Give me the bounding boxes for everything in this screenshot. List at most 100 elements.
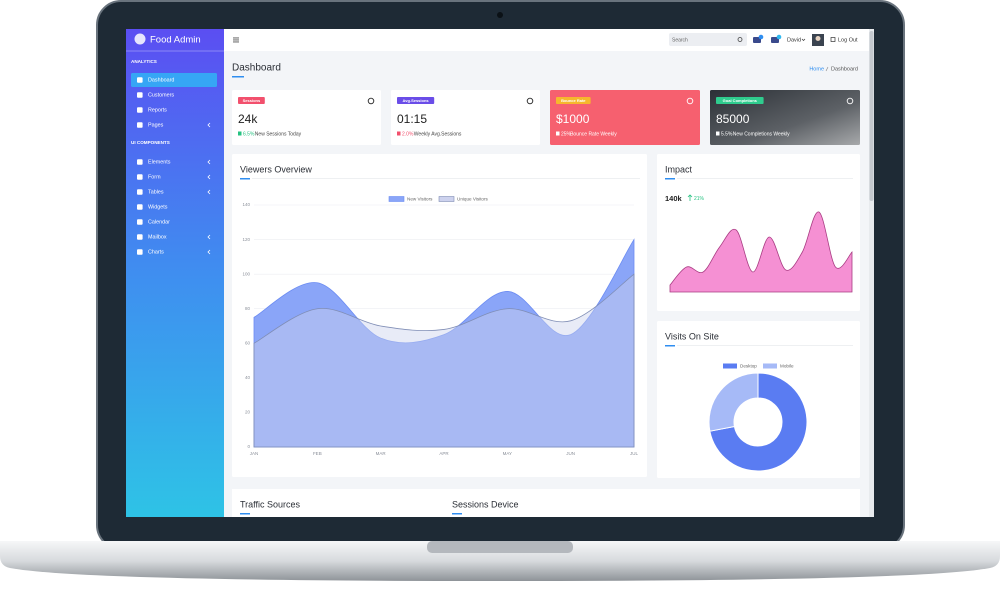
logout[interactable]: Log Out — [838, 37, 858, 43]
y-tick-label: 20 — [245, 410, 251, 415]
legend-label: Desktop — [740, 363, 757, 368]
menu-toggle[interactable] — [233, 37, 239, 43]
laptop-base — [0, 541, 1000, 581]
search-box[interactable] — [669, 33, 747, 46]
base-notch — [427, 541, 573, 553]
user-name[interactable]: David — [787, 37, 801, 43]
sidebar-section-title: ANALYTICS — [131, 59, 157, 64]
menu-item[interactable]: Tables — [148, 189, 164, 195]
chat-icon[interactable] — [771, 37, 779, 43]
stat-badge-label: Avg.Sessions — [403, 98, 430, 103]
x-tick-label: MAY — [503, 451, 512, 456]
sidebar-section-title: UI COMPONENTS — [131, 140, 170, 145]
stat-value: 01:15 — [397, 112, 427, 126]
stat-badge — [716, 97, 764, 104]
menu-icon — [137, 77, 143, 83]
search-icon[interactable] — [737, 37, 743, 42]
stat-icon — [846, 97, 854, 105]
stat-note: Weekly Avg.Sessions — [414, 131, 462, 137]
menu-caret — [207, 159, 211, 165]
legend-label: Unique Visitors — [457, 196, 489, 201]
menu-caret — [207, 189, 211, 195]
stat-change: 25% — [561, 131, 572, 137]
panel-underline — [665, 178, 675, 180]
stat-badge-label: Bounce Rate — [561, 98, 586, 103]
area-series — [253, 273, 635, 448]
menu-item[interactable]: Reports — [148, 107, 167, 113]
menu-item[interactable]: Elements — [148, 159, 171, 165]
y-tick-label: 140 — [242, 202, 250, 207]
x-tick-label: JUL — [630, 451, 638, 456]
menu-item[interactable]: Customers — [148, 92, 174, 98]
breadcrumb-link[interactable]: Home — [809, 66, 824, 72]
area-series — [253, 238, 635, 448]
page-title: Dashboard — [232, 63, 281, 74]
menu-item[interactable]: Dashboard — [148, 77, 174, 83]
menu-icon — [137, 189, 143, 195]
menu-item[interactable]: Form — [148, 174, 161, 180]
stat-change: 6.5% — [243, 131, 255, 137]
panel — [657, 321, 860, 478]
stat-value: $1000 — [556, 112, 590, 126]
legend-swatch[interactable] — [723, 363, 737, 369]
scroll-thumb[interactable] — [869, 31, 874, 201]
active-item — [131, 73, 217, 87]
menu-item[interactable]: Mailbox — [148, 234, 167, 240]
menu-item[interactable]: Charts — [148, 249, 164, 255]
change-icon — [238, 131, 242, 136]
panel-title: Sessions Device — [452, 499, 519, 509]
change-icon — [397, 131, 401, 136]
stat-change: 5.5% — [721, 131, 733, 137]
legend-swatch[interactable] — [763, 363, 777, 369]
doughnut-slice[interactable] — [709, 372, 808, 472]
stat-icon — [367, 97, 375, 105]
menu-item[interactable]: Widgets — [148, 204, 168, 210]
breadcrumb-separator — [825, 66, 829, 72]
logout-icon — [830, 37, 836, 42]
stat-badge — [238, 97, 265, 104]
menu-icon — [137, 249, 143, 255]
impact-stat: 140k — [665, 194, 683, 203]
x-tick-label: APR — [439, 451, 449, 456]
impact-change: 21% — [694, 196, 705, 202]
stat-badge-label: Sessions — [243, 98, 261, 103]
stat-card — [232, 90, 381, 145]
menu-item[interactable]: Calendar — [148, 219, 170, 225]
legend-swatch[interactable] — [438, 196, 455, 202]
menu-caret — [207, 122, 211, 128]
menu-caret — [207, 174, 211, 180]
doughnut-slice[interactable] — [708, 372, 759, 432]
x-tick-label: JUN — [566, 451, 575, 456]
stat-note: New Completions Weekly — [733, 131, 790, 137]
panel-title: Impact — [665, 164, 693, 174]
x-tick-label: JAN — [250, 451, 259, 456]
stat-badge-label: Goal Completions — [723, 98, 758, 103]
breadcrumb-current: Dashboard — [831, 66, 858, 72]
title-underline — [232, 76, 244, 78]
avatar-face — [815, 36, 821, 41]
stat-icon — [526, 97, 534, 105]
user-caret — [801, 38, 806, 41]
x-tick-label: FEB — [313, 451, 322, 456]
change-icon — [556, 131, 560, 136]
scrollbar — [869, 29, 874, 517]
stat-value: 85000 — [716, 112, 750, 126]
legend-swatch[interactable] — [388, 196, 405, 202]
stat-value: 24k — [238, 112, 258, 126]
menu-item[interactable]: Pages — [148, 122, 164, 128]
mail-icon[interactable] — [753, 37, 761, 43]
menu-icon — [137, 234, 143, 240]
stat-badge — [556, 97, 591, 104]
panel-underline — [452, 513, 462, 515]
trend-up-icon — [687, 194, 693, 201]
menu-icon — [137, 159, 143, 165]
panel-title: Viewers Overview — [240, 164, 312, 174]
y-tick-label: 80 — [245, 306, 251, 311]
stat-icon — [686, 97, 694, 105]
x-tick-label: MAR — [376, 451, 387, 456]
stat-note: New Sessions Today — [255, 131, 302, 137]
stat-note: Bounce Rate Weekly — [570, 131, 617, 137]
menu-caret — [207, 249, 211, 255]
